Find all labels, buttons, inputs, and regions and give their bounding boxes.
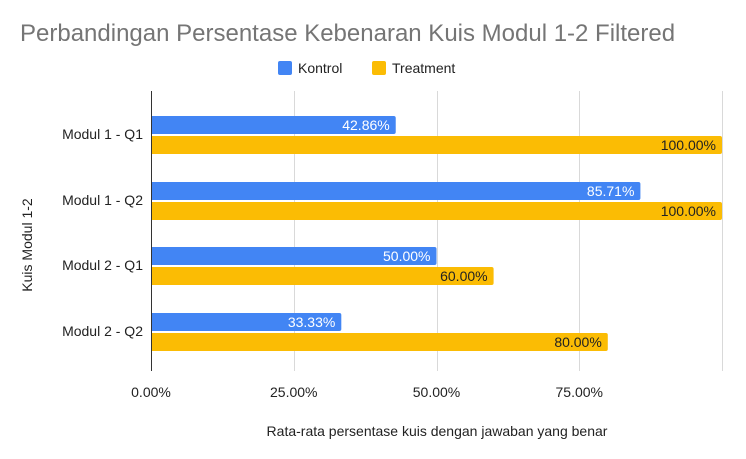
legend: Kontrol Treatment bbox=[278, 60, 455, 76]
data-label: 100.00% bbox=[661, 137, 716, 153]
data-label: 33.33% bbox=[288, 314, 335, 330]
data-label: 60.00% bbox=[440, 268, 487, 284]
bar-kontrol bbox=[151, 247, 437, 265]
data-label: 42.86% bbox=[342, 117, 389, 133]
bar-treatment bbox=[151, 333, 608, 351]
category-label: Modul 1 - Q2 bbox=[62, 192, 143, 208]
chart-title: Perbandingan Persentase Kebenaran Kuis M… bbox=[20, 20, 675, 47]
x-tick-label: 75.00% bbox=[556, 384, 603, 400]
x-tick-label: 25.00% bbox=[270, 384, 317, 400]
data-label: 80.00% bbox=[554, 334, 601, 350]
x-tick-label: 0.00% bbox=[131, 384, 171, 400]
category-label: Modul 2 - Q1 bbox=[62, 257, 143, 273]
category-label: Modul 1 - Q1 bbox=[62, 126, 143, 142]
data-label: 85.71% bbox=[587, 183, 634, 199]
legend-swatch-kontrol bbox=[278, 61, 292, 75]
data-label: 50.00% bbox=[383, 248, 430, 264]
x-tick-labels: 0.00% 25.00% 50.00% 75.00% bbox=[131, 384, 603, 400]
data-label: 100.00% bbox=[661, 203, 716, 219]
legend-swatch-treatment bbox=[372, 61, 386, 75]
bar-treatment bbox=[151, 202, 722, 220]
x-axis-title: Rata-rata persentase kuis dengan jawaban… bbox=[267, 423, 608, 439]
bar-treatment bbox=[151, 267, 494, 285]
legend-label-kontrol: Kontrol bbox=[298, 60, 342, 76]
bar-treatment bbox=[151, 136, 722, 154]
bars bbox=[151, 116, 722, 351]
x-tick-label: 50.00% bbox=[413, 384, 460, 400]
category-labels: Modul 1 - Q1 Modul 1 - Q2 Modul 2 - Q1 Modu… bbox=[62, 126, 143, 339]
bar-kontrol bbox=[151, 182, 641, 200]
bar-kontrol bbox=[151, 116, 396, 134]
legend-label-treatment: Treatment bbox=[392, 60, 455, 76]
y-axis-title: Kuis Modul 1-2 bbox=[19, 198, 35, 292]
bar-kontrol bbox=[151, 313, 342, 331]
category-label: Modul 2 - Q2 bbox=[62, 323, 143, 339]
data-labels: 42.86% 100.00% 85.71% 100.00% 50.00% 60.00% 33… bbox=[288, 117, 716, 350]
